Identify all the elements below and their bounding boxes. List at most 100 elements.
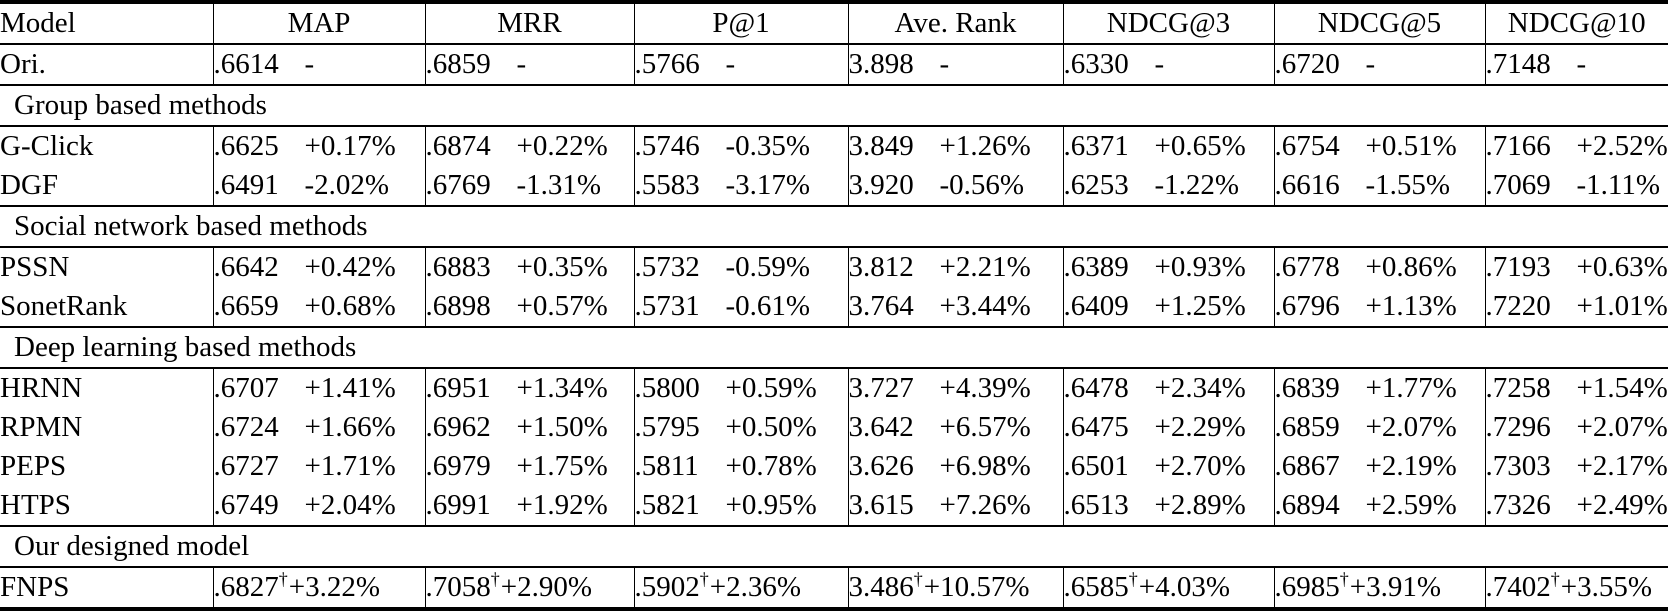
- column-header-mrr: MRR: [424, 2, 634, 45]
- metric-delta: -: [516, 48, 527, 80]
- metric-value: .7303: [1485, 450, 1551, 482]
- metric-delta: +3.91%: [1349, 571, 1441, 603]
- metric-delta: -: [939, 48, 950, 80]
- metric-cell: .6769 -1.31%: [424, 166, 634, 206]
- metric-value: .7402: [1485, 571, 1551, 603]
- metric-value: .5902: [634, 571, 700, 603]
- metric-value: .7326: [1485, 489, 1551, 521]
- metric-cell: .6827†+3.22%: [212, 567, 425, 609]
- metric-delta: +2.59%: [1365, 489, 1457, 521]
- section-row: Social network based methods: [0, 205, 1668, 248]
- metric-delta: +3.22%: [288, 571, 380, 603]
- metric-delta: -2.02%: [304, 169, 390, 201]
- metric-value: 3.626: [848, 450, 914, 482]
- metric-delta: +1.66%: [304, 411, 396, 443]
- metric-value: .5731: [634, 290, 700, 322]
- model-name: HRNN: [0, 372, 83, 404]
- metric-cell: .6727 +1.71%: [212, 447, 425, 486]
- metric-delta: +2.17%: [1576, 450, 1668, 482]
- metric-delta: -: [304, 48, 315, 80]
- metric-cell: .6475 +2.29%: [1062, 408, 1274, 447]
- table-row-g-click: G-Click .6625 +0.17% .6874 +0.22% .5746 -0.35%…: [0, 126, 1668, 166]
- metric-cell: .6501 +2.70%: [1062, 447, 1274, 486]
- model-name: SonetRank: [0, 290, 128, 322]
- metric-value: .6991: [425, 489, 491, 521]
- model-name: PEPS: [0, 450, 67, 482]
- metric-value: .6389: [1063, 251, 1129, 283]
- metric-cell: .6642 +0.42%: [212, 247, 425, 287]
- metric-cell: .6659 +0.68%: [212, 287, 425, 327]
- metric-delta: +7.26%: [939, 489, 1031, 521]
- metric-value: .6979: [425, 450, 491, 482]
- metric-delta: +0.22%: [516, 130, 608, 162]
- metric-delta: +1.77%: [1365, 372, 1457, 404]
- metric-delta: +1.25%: [1154, 290, 1246, 322]
- metric-cell: .7069 -1.11%: [1484, 166, 1668, 206]
- table-header: Model MAP MRR P@1 Ave. Rank NDCG@3 NDCG@5 NDCG@…: [0, 2, 1668, 45]
- metric-value: .6894: [1274, 489, 1340, 521]
- metric-value: .7166: [1485, 130, 1551, 162]
- metric-cell: .5800 +0.59%: [633, 368, 848, 408]
- metric-value: 3.486: [848, 571, 914, 603]
- metric-delta: +1.13%: [1365, 290, 1457, 322]
- metric-value: .5746: [634, 130, 700, 162]
- metric-value: .6951: [425, 372, 491, 404]
- metric-delta: +1.01%: [1576, 290, 1668, 322]
- model-name: G-Click: [0, 130, 94, 162]
- model-name: HTPS: [0, 489, 71, 521]
- metric-value: 3.920: [848, 169, 914, 201]
- model-name: Ori.: [0, 48, 46, 80]
- metric-value: .6859: [425, 48, 491, 80]
- section-label: Our designed model: [0, 525, 1668, 568]
- section-row: Group based methods: [0, 84, 1668, 127]
- metric-delta: +0.78%: [725, 450, 817, 482]
- metric-value: .7069: [1485, 169, 1551, 201]
- metric-cell: .6513 +2.89%: [1062, 486, 1274, 526]
- metric-value: .6513: [1063, 489, 1129, 521]
- metric-value: .6778: [1274, 251, 1340, 283]
- metric-value: 3.898: [848, 48, 914, 80]
- metric-value: .6769: [425, 169, 491, 201]
- metric-cell: .6585†+4.03%: [1062, 567, 1274, 609]
- metric-cell: .6616 -1.55%: [1273, 166, 1485, 206]
- metric-delta: +2.49%: [1576, 489, 1668, 521]
- metric-delta: +0.57%: [516, 290, 608, 322]
- metric-value: .7258: [1485, 372, 1551, 404]
- metric-cell: .6371 +0.65%: [1062, 126, 1274, 166]
- metric-value: .7058: [425, 571, 491, 603]
- metric-cell: 3.920 -0.56%: [847, 166, 1063, 206]
- metric-cell: .6491 -2.02%: [212, 166, 425, 206]
- metric-value: .6859: [1274, 411, 1340, 443]
- metric-delta: +2.70%: [1154, 450, 1246, 482]
- metric-delta: +1.92%: [516, 489, 608, 521]
- metric-value: 3.812: [848, 251, 914, 283]
- metric-delta: +2.89%: [1154, 489, 1246, 521]
- metric-cell: .6330-: [1062, 44, 1274, 85]
- metric-value: .6883: [425, 251, 491, 283]
- metric-value: .7193: [1485, 251, 1551, 283]
- metric-value: .6642: [213, 251, 279, 283]
- metric-cell: .6867 +2.19%: [1273, 447, 1485, 486]
- metric-delta: +2.90%: [500, 571, 592, 603]
- metric-value: 3.642: [848, 411, 914, 443]
- metric-value: .7148: [1485, 48, 1551, 80]
- metric-cell: .5821 +0.95%: [633, 486, 848, 526]
- metric-cell: .6253 -1.22%: [1062, 166, 1274, 206]
- metric-cell: .6894 +2.59%: [1273, 486, 1485, 526]
- metric-delta: -: [1154, 48, 1165, 80]
- metric-value: .5766: [634, 48, 700, 80]
- column-header-ndcg-5: NDCG@5: [1273, 2, 1485, 45]
- metric-delta: +0.63%: [1576, 251, 1668, 283]
- metric-value: .6754: [1274, 130, 1340, 162]
- metric-value: .6727: [213, 450, 279, 482]
- metric-value: .6962: [425, 411, 491, 443]
- metric-value: .6874: [425, 130, 491, 162]
- metric-value: 3.727: [848, 372, 914, 404]
- metric-delta: +0.95%: [725, 489, 817, 521]
- model-name: RPMN: [0, 411, 83, 443]
- metric-cell: .7058†+2.90%: [424, 567, 634, 609]
- metric-cell: .7220 +1.01%: [1484, 287, 1668, 327]
- table-row-peps: PEPS .6727 +1.71% .6979 +1.75% .5811 +0.78% 3.6…: [0, 447, 1668, 486]
- metric-value: .6614: [213, 48, 279, 80]
- metric-cell: .6409 +1.25%: [1062, 287, 1274, 327]
